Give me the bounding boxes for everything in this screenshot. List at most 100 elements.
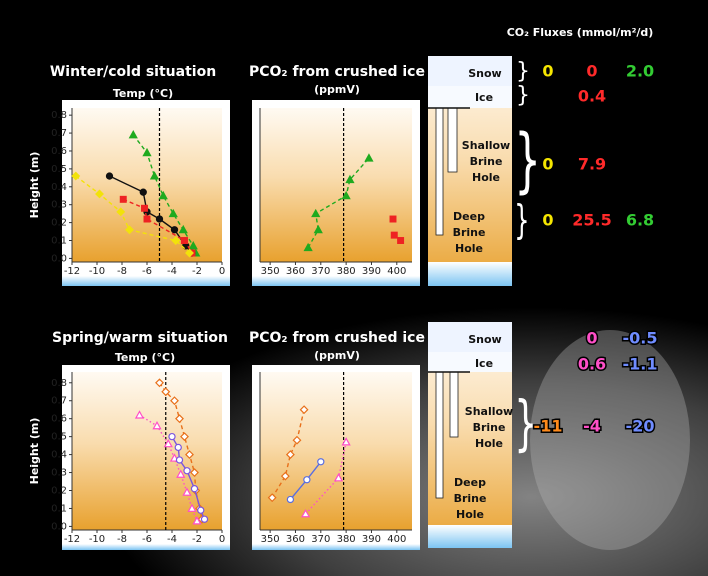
brace: } — [516, 83, 530, 108]
data-point — [398, 238, 404, 244]
chart-title: Spring/warm situation — [52, 330, 228, 346]
y-tick-label: 0.3 — [51, 468, 67, 479]
data-point — [198, 507, 204, 513]
x-tick-label: 380 — [337, 266, 356, 277]
data-point — [182, 238, 188, 244]
x-tick-label: 360 — [286, 534, 305, 545]
flux-value: 25.5 — [572, 211, 611, 230]
flux-value: 0 — [542, 62, 553, 81]
y-tick-label: 0.2 — [51, 486, 67, 497]
y-tick-label: 0.7 — [51, 128, 67, 139]
flux-value: -11 — [534, 417, 563, 436]
x-tick-label: 390 — [362, 534, 381, 545]
x-axis-label: (ppmV) — [314, 349, 360, 362]
flux-value: 6.8 — [626, 211, 654, 230]
brace: } — [516, 59, 530, 84]
flux-value: 0 — [542, 155, 553, 174]
y-tick-label: 0.8 — [51, 378, 67, 389]
x-tick-label: 390 — [362, 266, 381, 277]
x-tick-label: -12 — [64, 534, 80, 545]
page: {"chart_data": [ {"type": "line", "title… — [0, 0, 708, 576]
y-tick-label: 0.7 — [51, 396, 67, 407]
layer-label: Snow — [468, 333, 501, 346]
data-point — [390, 216, 396, 222]
layer-label: Brine — [470, 155, 503, 168]
x-tick-label: 350 — [261, 266, 280, 277]
y-tick-label: 0.3 — [51, 200, 67, 211]
y-tick-label: 0.5 — [51, 164, 67, 175]
x-tick-label: -8 — [117, 266, 127, 277]
y-axis-label: Height (m) — [28, 152, 41, 219]
layer-label: Hole — [472, 171, 500, 184]
plot-area — [260, 108, 412, 262]
data-point — [191, 486, 197, 492]
y-tick-label: 0.6 — [51, 146, 67, 157]
flux-value: 0.4 — [578, 87, 606, 106]
data-point — [106, 173, 112, 179]
x-tick-label: 370 — [311, 266, 330, 277]
x-axis-label: Temp (°C) — [115, 351, 175, 364]
layer-label: Brine — [473, 421, 506, 434]
sea-band — [252, 276, 420, 286]
data-point — [391, 232, 397, 238]
slide: } } } } } CO₂ Fluxes (mmol/m²/d) Winter/… — [0, 0, 708, 576]
x-tick-label: 350 — [261, 534, 280, 545]
x-tick-label: 400 — [387, 266, 406, 277]
x-tick-label: 0 — [219, 266, 225, 277]
x-tick-label: -12 — [64, 266, 80, 277]
data-point — [287, 496, 293, 502]
data-point — [171, 227, 177, 233]
x-tick-label: -10 — [89, 534, 105, 545]
y-tick-label: 0.2 — [51, 218, 67, 229]
flux-value: -0.5 — [623, 329, 658, 348]
layer-label: Deep — [453, 210, 485, 223]
sea-band — [62, 276, 230, 286]
layer-label: Deep — [454, 476, 486, 489]
x-tick-label: 0 — [219, 534, 225, 545]
chart-title: Winter/cold situation — [50, 64, 216, 80]
data-point — [175, 444, 181, 450]
x-tick-label: -6 — [142, 534, 152, 545]
flux-value: -20 — [626, 417, 655, 436]
brace: } — [514, 118, 541, 200]
flux-value: 0 — [542, 211, 553, 230]
layer-label: Shallow — [462, 139, 510, 152]
data-point — [156, 216, 162, 222]
y-tick-label: 0.5 — [51, 432, 67, 443]
snow-blocks — [530, 330, 690, 550]
x-axis-label: (ppmV) — [314, 83, 360, 96]
flux-value: 0 — [586, 62, 597, 81]
x-tick-label: 400 — [387, 534, 406, 545]
x-tick-label: 380 — [337, 534, 356, 545]
x-tick-label: -4 — [167, 266, 177, 277]
data-point — [120, 196, 126, 202]
y-tick-label: 0.0 — [51, 253, 67, 264]
data-point — [144, 216, 150, 222]
data-point — [140, 189, 146, 195]
y-tick-label: 0.4 — [51, 450, 67, 461]
data-point — [176, 457, 182, 463]
x-tick-label: -10 — [89, 266, 105, 277]
data-point — [142, 205, 148, 211]
y-tick-label: 0.0 — [51, 521, 67, 532]
layer-label: Hole — [456, 508, 484, 521]
data-point — [169, 434, 175, 440]
x-tick-label: -2 — [192, 266, 202, 277]
chart-title: PCO₂ from crushed ice — [249, 64, 425, 80]
x-tick-label: -2 — [192, 534, 202, 545]
layer-label: Brine — [453, 226, 486, 239]
layer-label: Ice — [475, 91, 493, 104]
y-tick-label: 0.1 — [51, 236, 67, 247]
x-axis-label: Temp (°C) — [113, 87, 173, 100]
flux-title: CO₂ Fluxes (mmol/m²/d) — [507, 26, 654, 39]
y-tick-label: 0.6 — [51, 414, 67, 425]
layer-label: Snow — [468, 67, 501, 80]
flux-value: -4 — [583, 417, 601, 436]
x-tick-label: 370 — [311, 534, 330, 545]
data-point — [304, 477, 310, 483]
x-tick-label: -6 — [142, 266, 152, 277]
flux-value: -1.1 — [623, 355, 658, 374]
flux-value: 7.9 — [578, 155, 606, 174]
data-point — [318, 459, 324, 465]
layer-label: Hole — [455, 242, 483, 255]
